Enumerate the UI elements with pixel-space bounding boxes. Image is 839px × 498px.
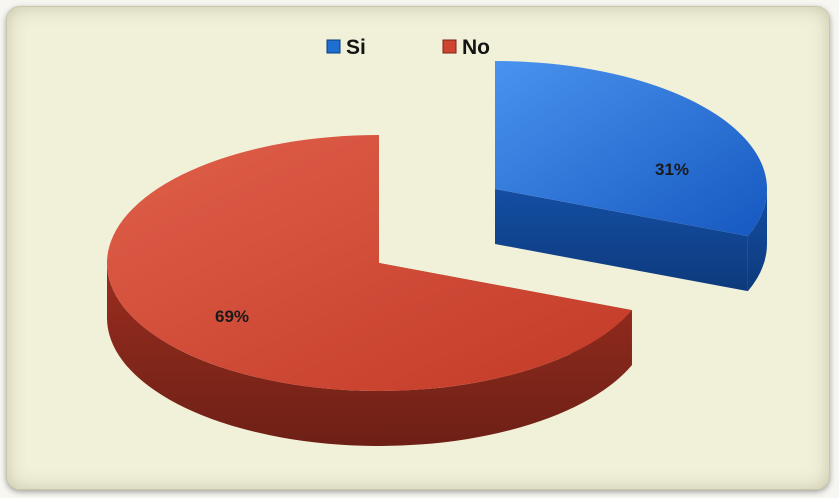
chart-area: Si No 31% 69%	[6, 6, 830, 490]
legend-item-si: Si	[326, 36, 366, 59]
slice-no	[107, 135, 632, 391]
pie-chart: Si No 31% 69%	[106, 36, 767, 446]
legend: Si No	[326, 36, 490, 59]
legend-item-no: No	[442, 36, 490, 59]
legend-label-si: Si	[346, 36, 366, 59]
legend-swatch-si	[326, 39, 341, 54]
data-label-si: 31%	[655, 160, 689, 179]
pie-slices	[106, 61, 767, 446]
slice-si-cut-face-1	[495, 189, 748, 292]
legend-swatch-no	[442, 39, 457, 54]
slice-si-side	[747, 189, 767, 292]
slice-no-side	[106, 263, 632, 446]
legend-label-no: No	[462, 36, 490, 59]
data-label-no: 69%	[215, 307, 249, 326]
slice-si	[495, 61, 767, 237]
